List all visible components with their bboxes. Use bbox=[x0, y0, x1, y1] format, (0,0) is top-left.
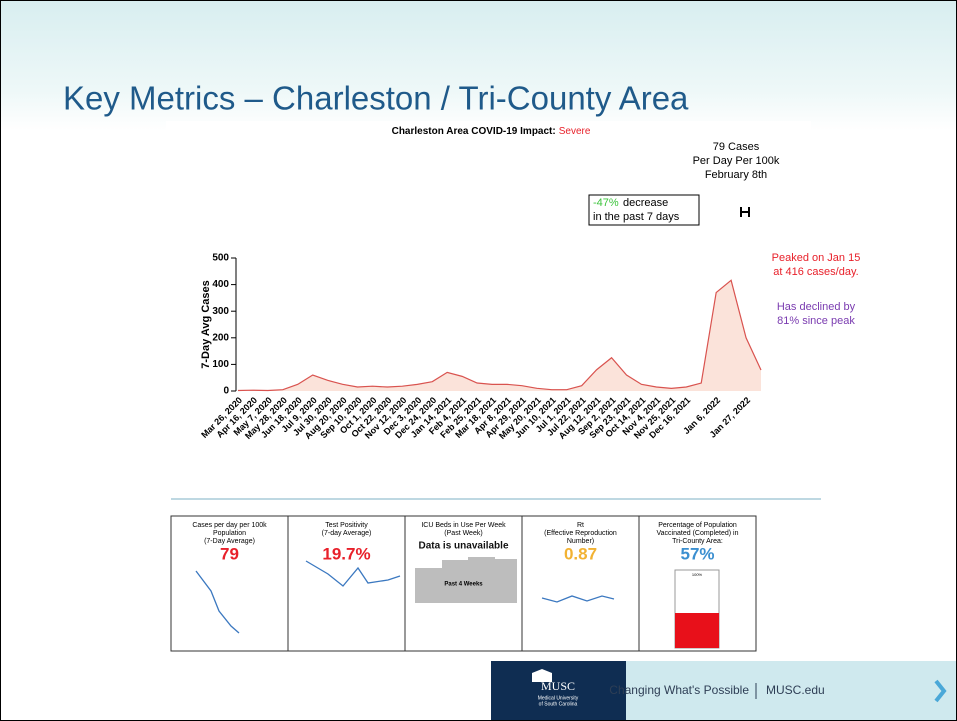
card-title: (7-day Average) bbox=[322, 530, 372, 537]
chart-title: Charleston Area COVID-19 Impact: Severe bbox=[392, 126, 591, 137]
current-note: February 8th bbox=[705, 169, 767, 181]
sparkline bbox=[195, 570, 240, 634]
error-bar bbox=[740, 207, 750, 217]
icu-bars bbox=[415, 557, 517, 603]
decline-note: Has declined by bbox=[777, 301, 856, 313]
y-tick-label: 500 bbox=[212, 253, 229, 264]
change-box bbox=[588, 194, 700, 226]
sparkline bbox=[541, 595, 615, 603]
area bbox=[238, 280, 761, 391]
title-status: Severe bbox=[559, 126, 591, 137]
card-value: 0.87 bbox=[564, 544, 597, 563]
card-title: Rt bbox=[577, 522, 584, 529]
line bbox=[237, 279, 762, 392]
footer-band bbox=[626, 661, 956, 720]
card-title: (7-Day Average) bbox=[204, 538, 255, 545]
card-title: ICU Beds in Use Per Week bbox=[421, 522, 506, 529]
tagline: Changing What's Possible bbox=[609, 683, 749, 697]
card-title: Tri-County Area: bbox=[672, 538, 723, 545]
card-title: Number) bbox=[567, 538, 594, 545]
card-title: Test Positivity bbox=[325, 522, 368, 529]
title-text: Charleston Area COVID-19 Impact: bbox=[392, 126, 556, 137]
logo-sub: of South Carolina bbox=[539, 701, 578, 707]
card-note: Past 4 Weeks bbox=[444, 582, 483, 588]
card-title: (Past Week) bbox=[444, 530, 482, 537]
card-value: 19.7% bbox=[322, 544, 370, 563]
decline-note: 81% since peak bbox=[777, 315, 855, 327]
next-arrow[interactable] bbox=[934, 679, 947, 703]
y-tick-label: 400 bbox=[212, 279, 229, 290]
card-note: 100% bbox=[692, 572, 703, 577]
y-tick-label: 300 bbox=[212, 306, 229, 317]
peak-note: at 416 cases/day. bbox=[773, 266, 858, 278]
logo-icon bbox=[532, 669, 552, 682]
card-value: Data is unavailable bbox=[418, 541, 508, 552]
metric-card bbox=[170, 515, 289, 652]
slide-title: Key Metrics – Charleston / Tri-County Ar… bbox=[63, 80, 689, 117]
vacc-fill bbox=[675, 613, 719, 648]
y-axis-label: 7-Day Avg Cases bbox=[200, 280, 212, 368]
site-link[interactable]: MUSC.edu bbox=[766, 683, 825, 697]
card-title: Cases per day per 100k bbox=[192, 522, 267, 529]
logo-sub: Medical University bbox=[538, 695, 579, 701]
card-title: Population bbox=[213, 530, 246, 537]
peak-note: Peaked on Jan 15 bbox=[772, 252, 861, 264]
current-note: Per Day Per 100k bbox=[693, 155, 780, 167]
change-text: in the past 7 days bbox=[593, 211, 680, 223]
y-tick-label: 0 bbox=[223, 386, 229, 397]
current-note: 79 Cases bbox=[713, 141, 760, 153]
chart-area bbox=[166, 121, 811, 466]
change-text: decrease bbox=[623, 197, 668, 209]
y-tick-label: 100 bbox=[212, 359, 229, 370]
logo-box bbox=[491, 661, 626, 720]
card-value: 79 bbox=[220, 544, 239, 563]
card-value: 57% bbox=[680, 544, 714, 563]
logo-text: MUSC bbox=[541, 679, 575, 693]
change-pct: -47% bbox=[593, 197, 619, 209]
card-title: (Effective Reproduction bbox=[544, 530, 617, 537]
metric-card bbox=[287, 515, 406, 652]
sparkline bbox=[305, 560, 401, 587]
card-title: Percentage of Population bbox=[658, 522, 737, 529]
y-tick-label: 200 bbox=[212, 332, 229, 343]
card-title: Vaccinated (Completed) in bbox=[657, 530, 739, 537]
